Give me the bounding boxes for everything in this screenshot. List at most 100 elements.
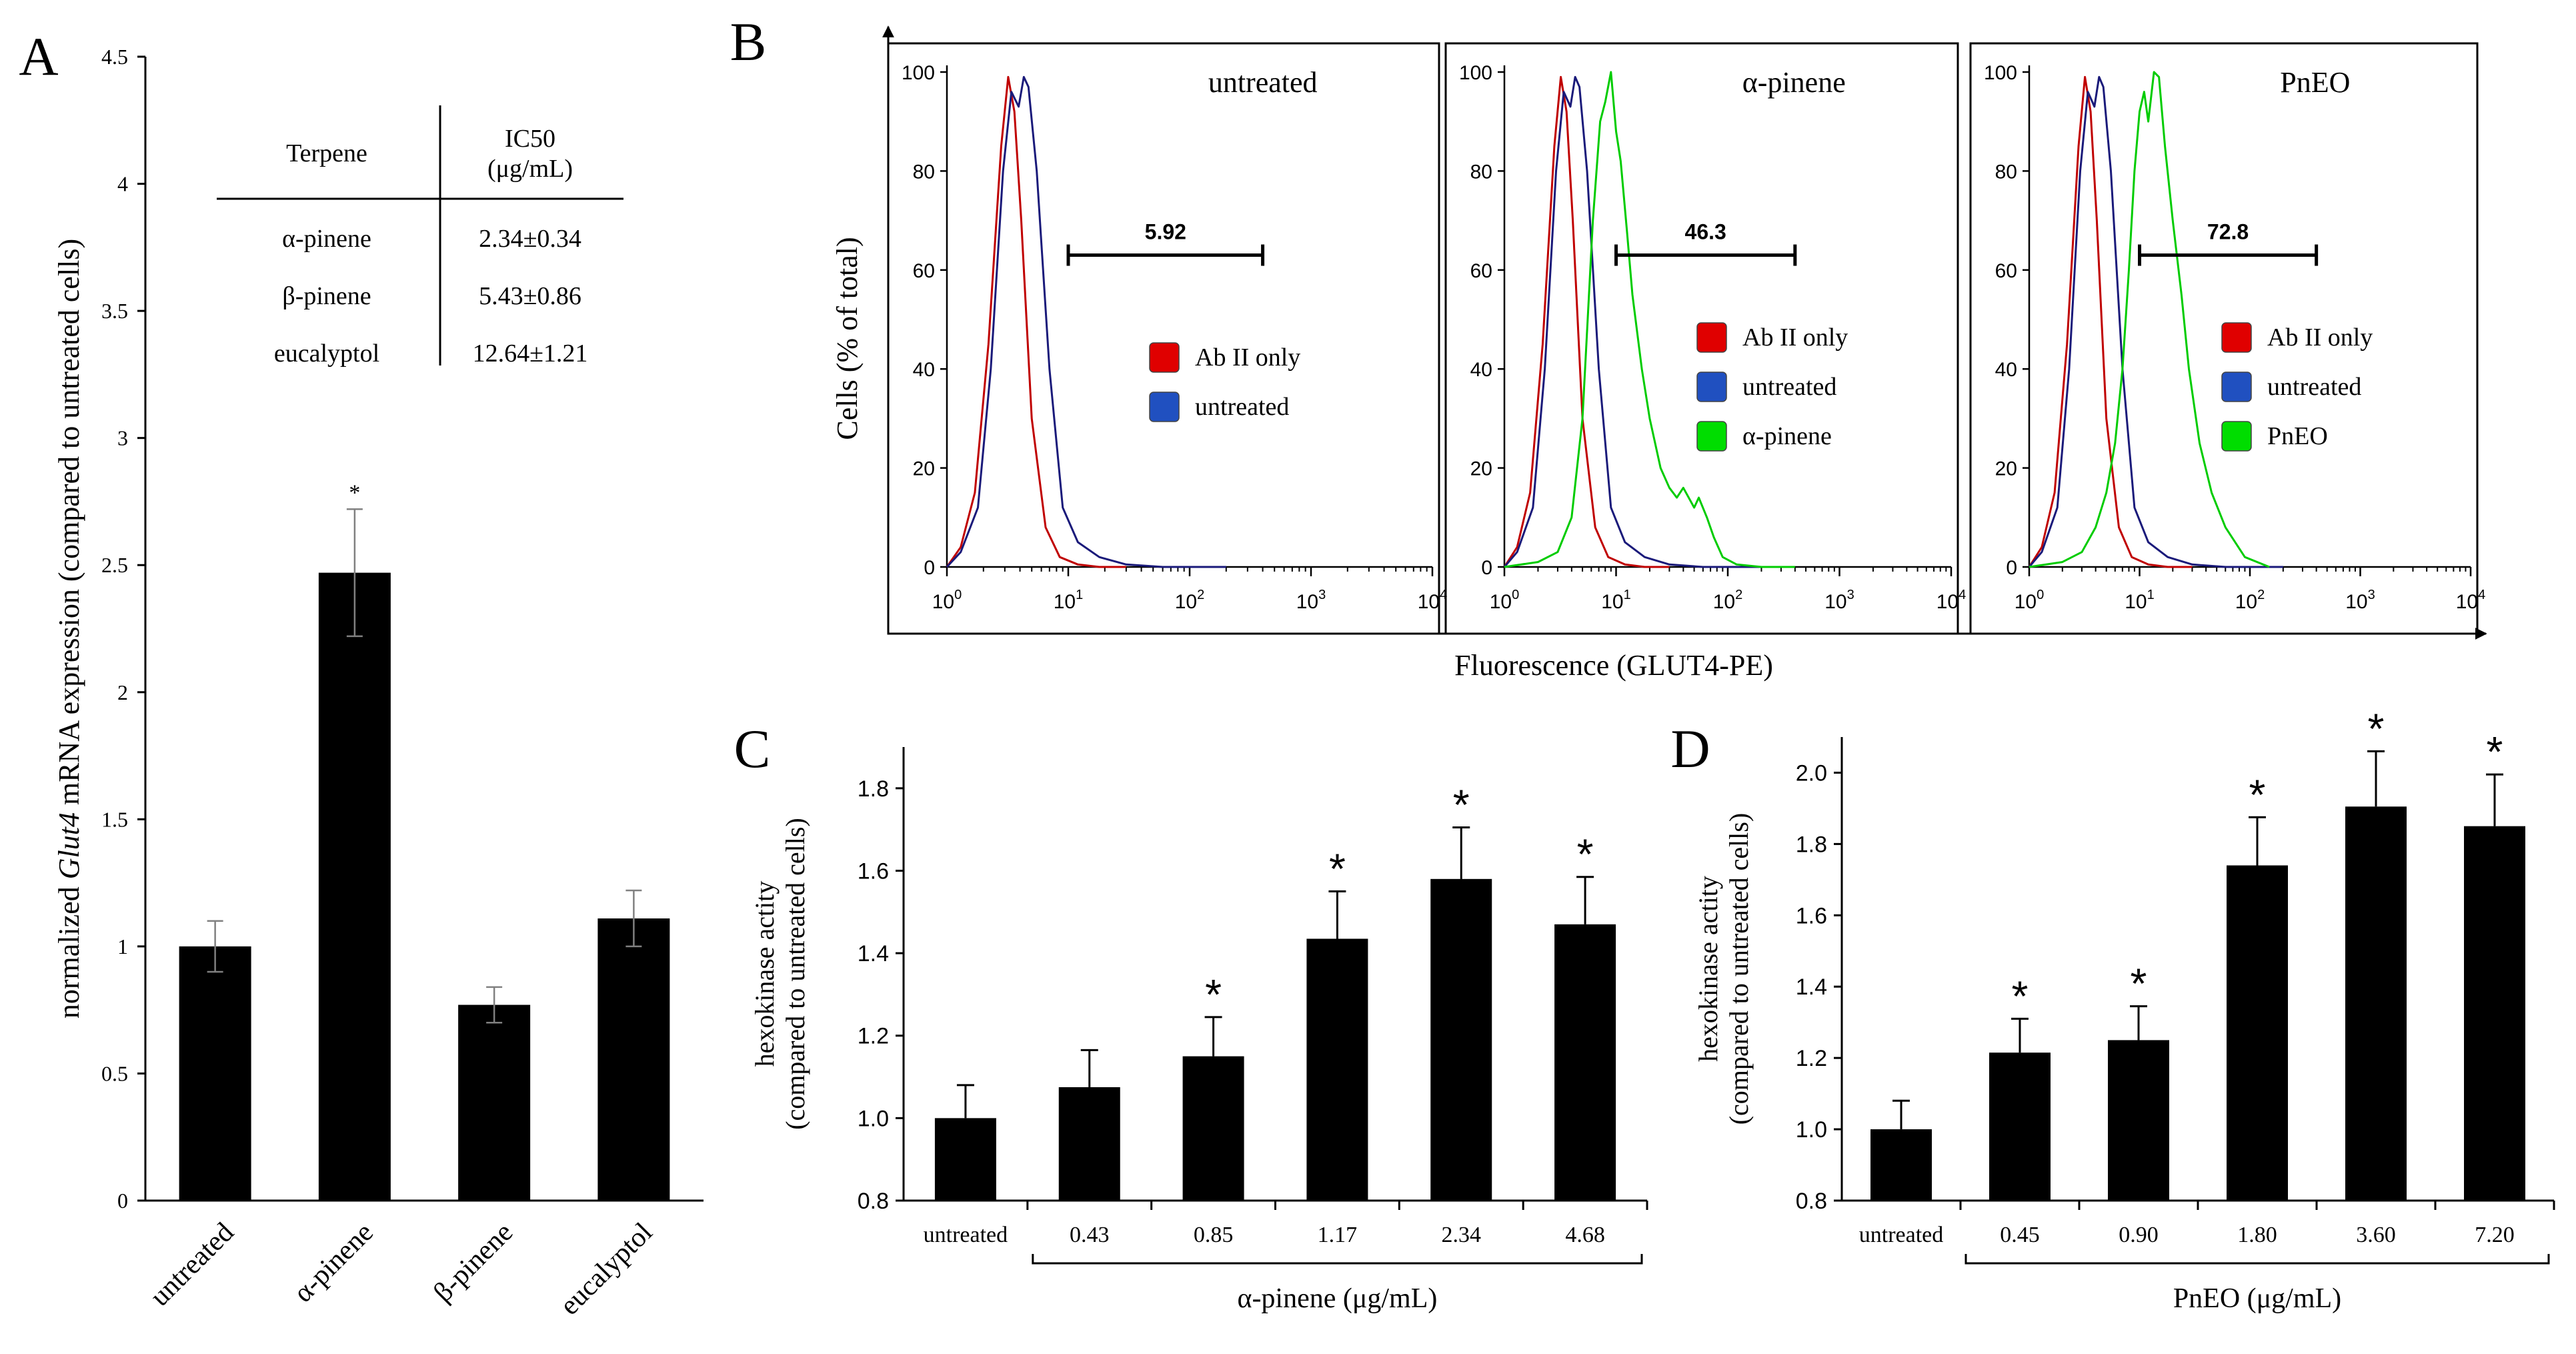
x-tick-base: 10 [1054,591,1076,613]
y-tick-label: 20 [913,458,935,480]
significance-star: * [1205,970,1222,1019]
y-axis-label-part: normalized [53,879,85,1019]
group-bracket [1965,1254,2550,1265]
y-tick-label: 100 [902,62,935,84]
x-tick-label: 100 [932,588,962,613]
y-tick-label: 1 [117,934,128,958]
x-axis-label: α-pinene (μg/mL) [1237,1283,1437,1314]
x-tick-label: 101 [2125,588,2155,613]
table-header: (μg/mL) [487,155,573,183]
x-tick-exponent: 1 [1076,588,1083,602]
y-tick-label: 2 [117,680,128,704]
x-tick-exponent: 0 [2037,588,2044,602]
x-tick-label: β-pinene [428,1217,519,1309]
y-tick-label: 1.2 [1796,1046,1827,1071]
x-tick-base: 10 [1175,591,1197,613]
bar [458,1004,531,1201]
panel-letter: C [734,718,771,779]
table-cell: 12.64±1.21 [473,340,588,368]
y-tick-label: 0.8 [858,1189,889,1214]
bar [179,946,251,1201]
x-tick-label: 104 [1937,588,1967,613]
panel-letter: D [1670,718,1710,779]
significance-star: * [1329,844,1346,892]
y-tick-label: 1.8 [1796,832,1827,857]
y-axis-label: normalized Glut4 mRNA expression (compar… [53,239,85,1019]
x-tick-label: 101 [1601,588,1631,613]
x-tick-base: 10 [1601,591,1623,613]
group-bracket [1032,1254,1643,1265]
y-tick-label: 1.6 [1796,903,1827,928]
x-tick-label: 2.34 [1442,1223,1482,1247]
legend-label: Ab II only [1742,323,1848,352]
legend-label: Ab II only [2267,323,2373,352]
y-axis-label: hexokinase actity [750,881,780,1067]
y-tick-label: 0 [2006,557,2017,579]
y-tick-label: 0 [1481,557,1492,579]
y-tick-label: 2.0 [1796,760,1827,786]
bar [934,1118,996,1201]
x-tick-base: 10 [2015,591,2037,613]
subplot-title: untreated [1208,66,1318,99]
y-tick-label: 3.5 [101,299,128,323]
x-axis-label: Fluorescence (GLUT4-PE) [1454,649,1773,682]
bar [1554,924,1616,1201]
x-tick-label: 102 [1713,588,1743,613]
legend-swatch [1696,322,1727,353]
x-tick-exponent: 0 [1512,588,1519,602]
y-tick-label: 40 [913,359,935,381]
y-tick-label: 100 [1459,62,1492,84]
y-tick-label: 60 [1995,260,2017,282]
panel-b: B Cells (% of total) Fluorescence (GLUT4-P… [730,11,2487,682]
bar [318,572,391,1201]
subplot-frame [1444,42,1959,635]
legend-swatch [1696,372,1727,402]
significance-star: * [2012,972,2029,1020]
gate-label: 72.8 [2207,220,2249,244]
x-tick-label: untreated [924,1223,1008,1247]
x-tick-base: 10 [2456,591,2478,613]
x-tick-label: 0.43 [1070,1223,1110,1247]
legend-swatch [2221,372,2252,402]
legend-label: untreated [1742,373,1836,401]
histogram-curve [2028,75,2283,568]
x-tick-label: 102 [1175,588,1205,613]
y-tick-label: 40 [1470,359,1492,381]
table-header: IC50 [505,125,555,153]
legend-label: α-pinene [1742,422,1832,450]
gate-label: 5.92 [1145,220,1186,244]
significance-star: * [1577,830,1594,878]
legend-label: untreated [1195,393,1289,421]
table-cell: 2.34±0.34 [479,225,581,253]
x-tick-base: 10 [1490,591,1512,613]
significance-star: * [2487,728,2503,776]
bar [2108,1040,2169,1201]
x-tick-exponent: 1 [2147,588,2155,602]
x-tick-label: 0.45 [2000,1223,2040,1247]
y-tick-label: 60 [913,260,935,282]
legend-swatch [1149,342,1180,373]
x-tick-base: 10 [1296,591,1318,613]
y-axis-label: hexokinase actity [1693,876,1723,1062]
bar [2227,865,2288,1201]
y-axis-label-part: mRNA expression (compared to untreated c… [53,239,85,812]
x-tick-base: 10 [1937,591,1959,613]
legend-label: PnEO [2267,422,2328,450]
bar [2464,826,2525,1201]
y-tick-label: 20 [1995,458,2017,480]
x-tick-exponent: 4 [2478,588,2485,602]
x-tick-label: 103 [1824,588,1854,613]
y-tick-label: 0 [117,1189,128,1213]
bar [1182,1056,1244,1201]
x-tick-label: 102 [2235,588,2265,613]
x-tick-label: untreated [145,1217,240,1313]
x-tick-label: 0.85 [1194,1223,1234,1247]
y-tick-label: 60 [1470,260,1492,282]
histogram-curve [946,75,1126,568]
significance-star: * [349,480,360,505]
x-tick-base: 10 [1824,591,1846,613]
x-tick-exponent: 2 [2257,588,2265,602]
x-tick-exponent: 3 [2368,588,2375,602]
x-tick-label: 103 [1296,588,1326,613]
